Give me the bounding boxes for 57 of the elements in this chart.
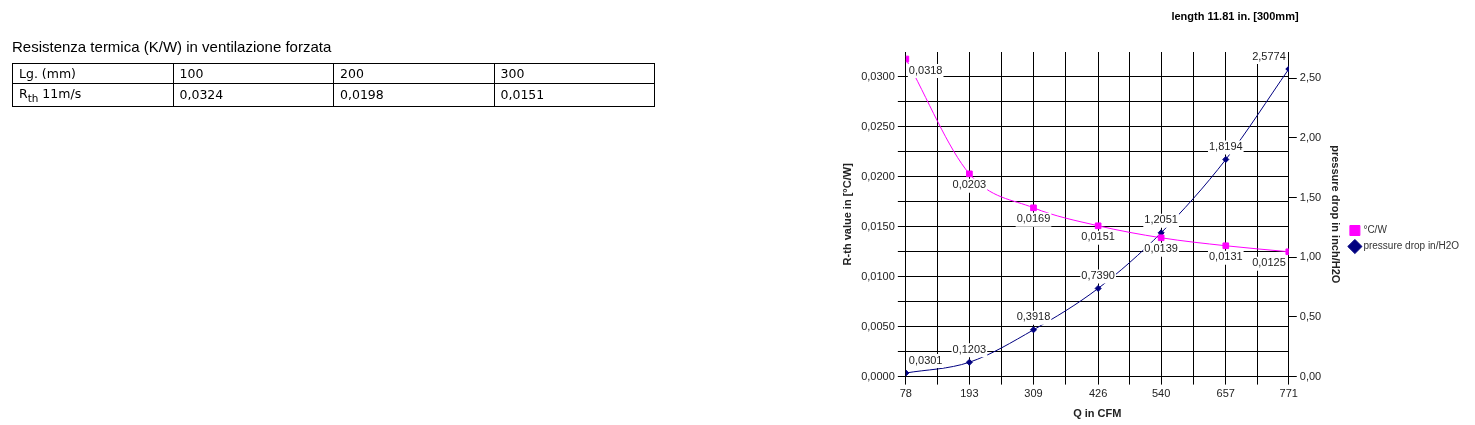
- x-tick-label: 193: [960, 387, 979, 400]
- data-label: 0,0301: [908, 353, 943, 366]
- y-tick-label: 0,0000: [861, 369, 895, 382]
- data-label: 2,5774: [1252, 49, 1286, 62]
- text: 0,0151: [494, 83, 655, 106]
- data-label: 0,0139: [1144, 242, 1178, 255]
- point: [1029, 326, 1037, 334]
- data-label: 0,0169: [1016, 212, 1051, 225]
- data-label: 0,0203: [952, 178, 987, 191]
- data-label: 0,0318: [908, 63, 943, 76]
- y2-tick-label: 2,50: [1299, 71, 1322, 84]
- data-label: 0,3918: [1016, 310, 1051, 323]
- x-tick-label: 540: [1151, 387, 1171, 400]
- text: Resistenza termica (K/W) in ventilazione forzata: [12, 38, 333, 55]
- data-label: 0,1203: [952, 342, 987, 355]
- y2-tick-label: 0,50: [1299, 309, 1322, 322]
- y-tick-label: 0,0200: [861, 169, 895, 182]
- data-label: 0,0151: [1081, 230, 1115, 243]
- y-tick-label: 0,0300: [861, 70, 895, 82]
- point: [1222, 242, 1230, 250]
- text: 300: [494, 63, 655, 84]
- legend-label: pressure drop in/H2O: [1363, 240, 1460, 252]
- data-label: 0,7390: [1081, 268, 1115, 281]
- y2-axis-title: pressure drop in inch/H2O: [1329, 145, 1342, 284]
- y2-tick-label: 1,50: [1299, 190, 1322, 203]
- text: 200: [333, 63, 494, 84]
- x-tick-label: 309: [1024, 387, 1043, 400]
- x-tick-label: 426: [1088, 387, 1108, 400]
- point: [965, 358, 973, 366]
- y-tick-label: 0,0250: [861, 119, 895, 132]
- x-tick-label: 771: [1279, 387, 1298, 400]
- chart-title: length 11.81 in. [300mm]: [1170, 10, 1300, 22]
- data-label: 1,2051: [1144, 213, 1178, 226]
- text: 0,0198: [333, 83, 494, 106]
- x-tick-label: 657: [1216, 387, 1235, 400]
- y-tick-label: 0,0100: [861, 269, 895, 282]
- point: [966, 170, 973, 178]
- data-label: 0,0125: [1252, 256, 1286, 269]
- text: Lg. (mm): [12, 63, 173, 84]
- point: [1222, 155, 1230, 163]
- point: [1094, 284, 1102, 292]
- point: [1030, 204, 1037, 212]
- y-tick-label: 0,0050: [861, 319, 895, 332]
- x-axis-title: Q in CFM: [1073, 407, 1122, 420]
- y-tick-label: 0,0150: [861, 219, 895, 232]
- data-label: 0,0131: [1208, 250, 1243, 263]
- text: R$_{th}$ 11m/s: [12, 83, 173, 106]
- y2-tick-label: 2,00: [1299, 130, 1322, 143]
- text: 100: [173, 63, 334, 84]
- x-tick-label: 78: [899, 387, 912, 400]
- data-label: 1,8194: [1208, 140, 1243, 153]
- y-axis-title: R-th value in [°C/W]: [840, 162, 853, 266]
- y2-tick-label: 1,00: [1299, 250, 1322, 263]
- text: 0,0324: [173, 83, 334, 106]
- legend-label: °C/W: [1363, 224, 1388, 236]
- point: [1094, 222, 1102, 230]
- y2-tick-label: 0,00: [1299, 369, 1322, 382]
